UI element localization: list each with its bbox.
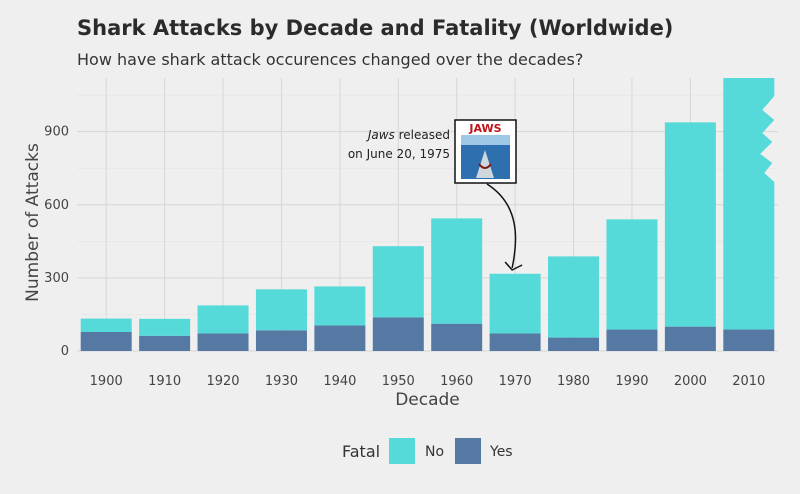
- bar-yes-1930: [255, 330, 307, 351]
- bar-no-1960: [431, 218, 483, 324]
- bar-yes-1910: [139, 335, 191, 351]
- bar-no-1990: [606, 219, 658, 330]
- x-tick-label: 1910: [148, 374, 181, 389]
- x-tick-label: 1970: [499, 374, 532, 389]
- bar-no-1940: [314, 286, 366, 326]
- legend-label-no: No: [425, 444, 444, 460]
- y-axis-title: Number of Attacks: [23, 143, 43, 302]
- chart-subtitle: How have shark attack occurences changed…: [77, 50, 584, 69]
- legend-swatch-yes: [455, 438, 481, 464]
- jaws-poster-surface: [461, 135, 510, 145]
- bar-no-1950: [372, 246, 424, 318]
- annotation-arrow: [486, 183, 517, 269]
- bar-yes-1960: [431, 323, 483, 351]
- jaws-poster-shark-icon: [476, 150, 494, 178]
- jaws-poster-title: JAWS: [468, 122, 501, 135]
- y-tick-label: 900: [44, 125, 69, 140]
- y-tick-label: 300: [44, 271, 69, 286]
- bar-no-1970: [489, 273, 541, 334]
- bar-no-1920: [197, 305, 249, 334]
- bar-yes-1900: [80, 331, 132, 351]
- legend-swatch-no: [389, 438, 415, 464]
- bar-yes-2000: [664, 326, 716, 351]
- x-tick-label: 1930: [265, 374, 298, 389]
- x-tick-label: 2000: [674, 374, 707, 389]
- bar-yes-2010: [723, 329, 775, 351]
- bar-yes-1950: [372, 317, 424, 351]
- annotation-line-1: Jaws released: [366, 128, 450, 142]
- legend-label-yes: Yes: [489, 444, 513, 460]
- bar-no-1930: [255, 289, 307, 331]
- legend-title: Fatal: [342, 442, 380, 461]
- x-tick-label: 1960: [440, 374, 473, 389]
- jaws-poster-mouth: [478, 163, 492, 169]
- y-tick-label: 0: [61, 344, 69, 359]
- x-tick-label: 1920: [206, 374, 239, 389]
- x-tick-label: 1940: [323, 374, 356, 389]
- bar-yes-1940: [314, 325, 366, 351]
- x-tick-label: 1990: [615, 374, 648, 389]
- bar-no-2000: [664, 122, 716, 327]
- bar-yes-1920: [197, 333, 249, 351]
- annotation-line-2: on June 20, 1975: [348, 147, 450, 161]
- bar-no-2010: [723, 78, 775, 330]
- bar-yes-1980: [548, 337, 600, 351]
- x-axis-title: Decade: [395, 390, 460, 410]
- bar-yes-1970: [489, 333, 541, 351]
- bar-no-1900: [80, 318, 132, 332]
- x-tick-label: 2010: [732, 374, 765, 389]
- bar-yes-1990: [606, 329, 658, 351]
- bar-no-1980: [548, 256, 600, 338]
- x-tick-label: 1900: [90, 374, 123, 389]
- chart-title: Shark Attacks by Decade and Fatality (Wo…: [77, 16, 674, 40]
- x-tick-label: 1950: [382, 374, 415, 389]
- x-tick-label: 1980: [557, 374, 590, 389]
- bar-no-1910: [139, 318, 191, 336]
- y-tick-label: 600: [44, 198, 69, 213]
- annotation-arrow-head: [504, 261, 523, 271]
